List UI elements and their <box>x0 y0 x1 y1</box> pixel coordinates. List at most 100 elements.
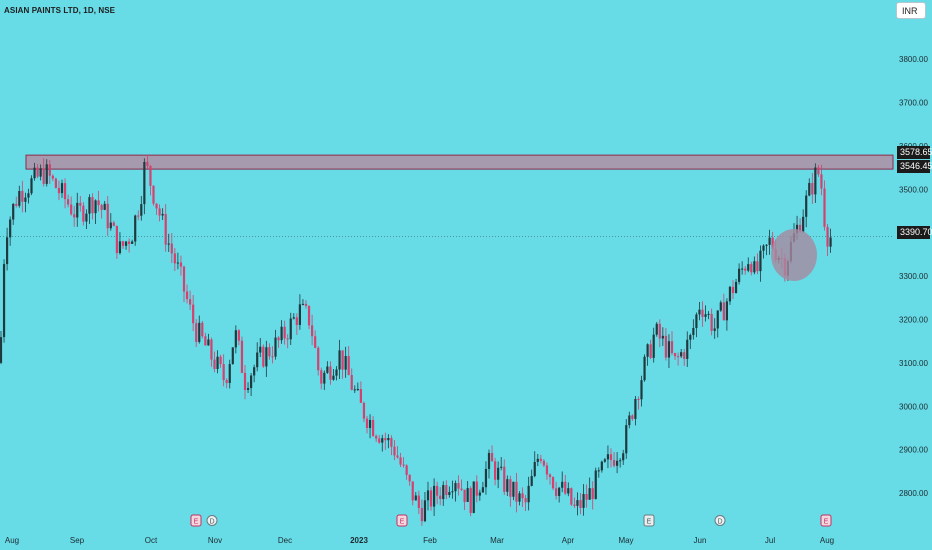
candle-up <box>167 243 170 245</box>
candle-up <box>814 167 817 195</box>
candle-down <box>515 481 518 502</box>
candle-down <box>683 352 686 359</box>
candle-down <box>73 214 76 218</box>
candle-up <box>487 452 491 469</box>
candle-down <box>539 458 542 461</box>
candle-up <box>704 314 707 317</box>
candle-up <box>725 301 728 321</box>
candle-down <box>204 336 207 346</box>
candle-down <box>445 485 448 496</box>
candle-up <box>625 425 628 454</box>
candle-down <box>42 168 45 184</box>
candle-down <box>548 474 552 478</box>
candle-up <box>536 458 539 462</box>
candle-down <box>149 165 152 186</box>
candle-up <box>134 215 137 242</box>
candle-up <box>356 389 359 391</box>
candle-down <box>362 402 366 419</box>
candle-up <box>747 264 750 271</box>
candle-down <box>731 286 735 294</box>
candle-down <box>97 200 100 206</box>
candle-up <box>140 204 143 216</box>
candle-up <box>414 495 417 501</box>
candle-down <box>649 344 652 358</box>
candle-up <box>713 328 716 331</box>
candle-up <box>680 352 683 357</box>
candle-down <box>210 339 213 360</box>
candle-up <box>741 268 744 270</box>
candle-up <box>500 466 503 468</box>
candle-down <box>283 326 286 339</box>
candle-up <box>423 500 427 522</box>
candle-up <box>808 183 811 196</box>
candle-up <box>734 281 738 294</box>
candle-down <box>820 174 823 189</box>
candle-down <box>521 493 524 499</box>
candle-down <box>341 350 344 370</box>
candle-down <box>555 488 558 496</box>
symbol-title: ASIAN PAINTS LTD, 1D, NSE <box>4 6 116 15</box>
candle-up <box>426 490 430 501</box>
candle-up <box>326 366 329 373</box>
candle-up <box>512 481 515 497</box>
earnings-marker-icon[interactable]: E <box>820 514 832 527</box>
y-tick-label: 2900.00 <box>899 446 928 455</box>
currency-selector[interactable]: INR <box>896 2 926 19</box>
x-tick-label: Aug <box>820 536 834 545</box>
candle-up <box>131 241 134 244</box>
y-tick-label: 3000.00 <box>899 402 928 411</box>
candle-down <box>402 464 405 466</box>
candle-up <box>652 334 655 358</box>
candle-up <box>176 262 179 264</box>
y-tick-label: 3200.00 <box>899 315 928 324</box>
candle-up <box>567 488 570 494</box>
earnings-marker-icon[interactable]: E <box>190 514 202 527</box>
candle-down <box>524 498 527 503</box>
candle-up <box>692 327 695 336</box>
candle-down <box>225 380 228 383</box>
candle-up <box>381 438 384 443</box>
candle-down <box>664 335 667 358</box>
candle-up <box>231 347 234 365</box>
candle-down <box>277 337 280 341</box>
candle-up <box>9 219 12 238</box>
candle-up <box>216 356 219 369</box>
candle-up <box>829 237 832 247</box>
candle-down <box>57 187 61 194</box>
candle-down <box>393 446 396 456</box>
candle-down <box>399 457 402 465</box>
candle-down <box>121 241 125 246</box>
candle-up <box>45 164 48 184</box>
dividend-marker-icon[interactable]: D <box>714 515 726 526</box>
candle-down <box>91 197 94 214</box>
candle-up <box>6 237 9 265</box>
candle-up <box>265 347 268 367</box>
candle-down <box>750 264 753 273</box>
candle-up <box>274 337 277 357</box>
candle-up <box>118 241 122 254</box>
x-tick-label: Oct <box>145 536 158 545</box>
candle-up <box>76 202 79 218</box>
candle-down <box>295 317 298 325</box>
candle-up <box>533 461 536 477</box>
candle-down <box>612 459 616 466</box>
resistance-zone <box>25 154 894 170</box>
candle-up <box>643 356 646 381</box>
dividend-marker-icon[interactable]: D <box>206 515 218 526</box>
candle-down <box>372 419 375 436</box>
candle-down <box>551 477 555 489</box>
candle-down <box>100 205 103 210</box>
candle-down <box>436 485 439 496</box>
event-marker-label: E <box>400 519 405 526</box>
earnings-marker-icon[interactable]: E <box>396 514 408 527</box>
candle-down <box>262 346 265 367</box>
candle-down <box>631 415 634 419</box>
candle-up <box>795 224 799 234</box>
candle-down <box>701 309 704 317</box>
earnings-marker-icon[interactable]: E <box>643 514 655 527</box>
candle-up <box>716 310 719 329</box>
candle-up <box>27 193 30 198</box>
candle-up <box>88 197 91 214</box>
price-label-lower-zone: 3546.45 <box>897 160 932 173</box>
